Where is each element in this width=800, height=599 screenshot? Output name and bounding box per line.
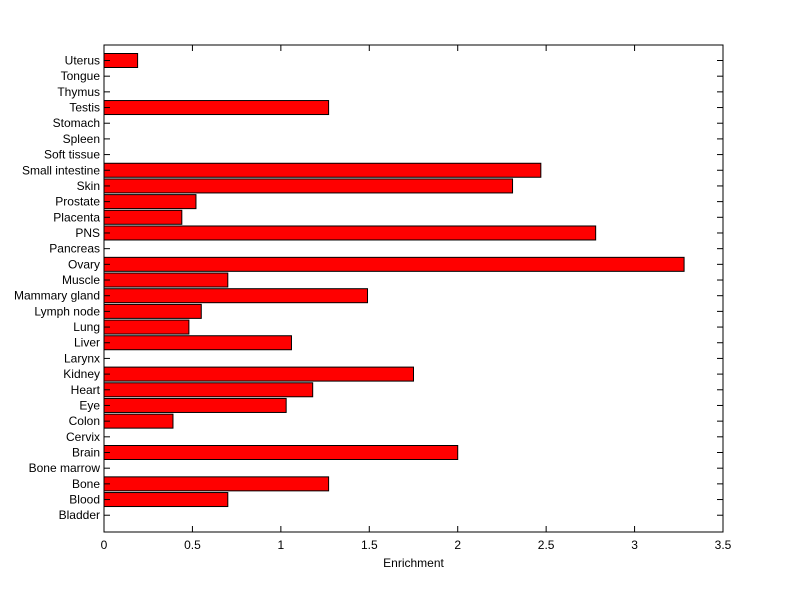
- y-tick-label-brain: Brain: [72, 446, 100, 460]
- x-axis-label: Enrichment: [383, 556, 444, 570]
- y-tick-label-thymus: Thymus: [57, 85, 100, 99]
- y-tick-label-tongue: Tongue: [61, 69, 101, 83]
- bar-pns: [103, 225, 597, 241]
- y-tick-label-stomach: Stomach: [53, 116, 100, 130]
- x-tick-label-5: 2.5: [538, 538, 555, 552]
- y-tick-label-mammary-gland: Mammary gland: [14, 289, 100, 303]
- y-tick-label-eye: Eye: [79, 398, 100, 412]
- bar-lung: [103, 319, 190, 335]
- bar-colon: [103, 413, 174, 429]
- bar-bone: [103, 476, 330, 492]
- plot-frame: [103, 44, 724, 533]
- bar-mammary-gland: [103, 288, 369, 304]
- bar-eye: [103, 397, 287, 413]
- bar-small-intestine: [103, 162, 542, 178]
- bar-heart: [103, 382, 314, 398]
- bar-testis: [103, 100, 330, 116]
- y-tick-label-blood: Blood: [69, 493, 100, 507]
- x-tick-label-7: 3.5: [715, 538, 732, 552]
- y-tick-label-larynx: Larynx: [64, 351, 100, 365]
- bar-brain: [103, 445, 459, 460]
- y-tick-label-spleen: Spleen: [63, 132, 100, 146]
- y-tick-label-pns: PNS: [75, 226, 100, 240]
- y-tick-label-bone: Bone: [72, 477, 100, 491]
- x-tick-label-2: 1: [278, 538, 285, 552]
- y-tick-label-testis: Testis: [69, 101, 100, 115]
- y-tick-label-ovary: Ovary: [68, 257, 100, 271]
- y-tick-label-colon: Colon: [69, 414, 100, 428]
- bar-ovary: [103, 256, 685, 272]
- x-tick-label-0: 0: [101, 538, 108, 552]
- y-tick-label-lung: Lung: [73, 320, 100, 334]
- y-tick-label-placenta: Placenta: [53, 210, 100, 224]
- bar-lymph-node: [103, 303, 202, 319]
- y-tick-label-soft-tissue: Soft tissue: [44, 148, 100, 162]
- y-tick-label-bladder: Bladder: [59, 508, 100, 522]
- x-ticks-group: 0 0.5 1 1.5 2 2.5 3 3.5: [101, 45, 732, 552]
- y-tick-label-liver: Liver: [74, 336, 100, 350]
- bar-blood: [103, 492, 229, 508]
- y-tick-label-lymph-node: Lymph node: [34, 304, 100, 318]
- bar-placenta: [103, 209, 183, 225]
- bar-liver: [103, 335, 292, 351]
- y-tick-label-kidney: Kidney: [63, 367, 100, 381]
- y-tick-label-cervix: Cervix: [66, 430, 100, 444]
- bar-kidney: [103, 366, 414, 382]
- y-tick-label-bone-marrow: Bone marrow: [29, 461, 101, 475]
- y-tick-label-skin: Skin: [77, 179, 100, 193]
- bar-prostate: [103, 194, 197, 210]
- bar-muscle: [103, 272, 229, 288]
- bar-skin: [103, 178, 514, 194]
- y-tick-label-uterus: Uterus: [65, 54, 100, 68]
- x-tick-label-6: 3: [631, 538, 638, 552]
- y-tick-label-pancreas: Pancreas: [49, 242, 100, 256]
- x-tick-label-1: 0.5: [184, 538, 201, 552]
- y-tick-label-small-intestine: Small intestine: [22, 163, 100, 177]
- x-tick-label-4: 2: [454, 538, 461, 552]
- y-tick-label-prostate: Prostate: [55, 195, 100, 209]
- y-tick-label-muscle: Muscle: [62, 273, 100, 287]
- y-tick-label-heart: Heart: [71, 383, 101, 397]
- x-tick-label-3: 1.5: [361, 538, 378, 552]
